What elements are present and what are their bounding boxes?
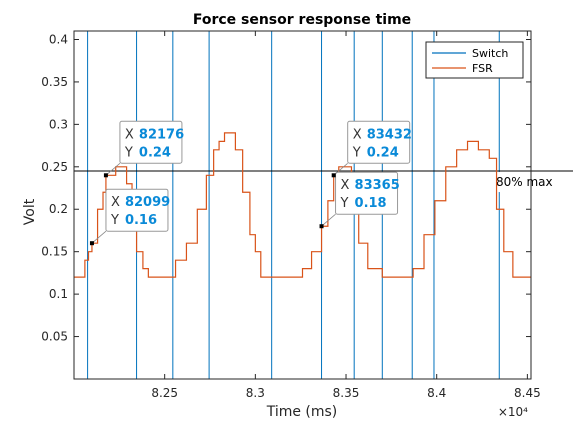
legend-label: FSR bbox=[472, 62, 493, 75]
chart-title: Force sensor response time bbox=[193, 12, 411, 28]
y-tick-label: 0.3 bbox=[49, 117, 68, 131]
datatip-y-key: Y bbox=[124, 145, 133, 160]
datatip-y-value: 0.24 bbox=[367, 145, 399, 160]
datatip-y-key: Y bbox=[352, 145, 361, 160]
datatip-leader bbox=[91, 230, 107, 244]
datatip-leader bbox=[321, 213, 336, 227]
x-tick-label: 8.25 bbox=[151, 386, 178, 400]
datatip-y-value: 0.18 bbox=[355, 196, 387, 211]
datatip-marker[interactable] bbox=[89, 241, 94, 246]
datatip-y-value: 0.24 bbox=[139, 145, 171, 160]
threshold-group: 80% max bbox=[74, 170, 573, 193]
datatip-leader bbox=[333, 162, 348, 176]
y-tick-label: 0.35 bbox=[41, 75, 68, 89]
y-axis-ticks: 0.05 0.1 0.15 0.2 0.25 0.3 0.35 0.4 bbox=[41, 32, 531, 344]
x-axis-label: Time (ms) bbox=[266, 404, 338, 420]
y-tick-label: 0.1 bbox=[49, 287, 68, 301]
datatip-y-key: Y bbox=[340, 196, 349, 211]
datatip-marker[interactable] bbox=[103, 173, 108, 178]
y-tick-label: 0.4 bbox=[49, 32, 68, 46]
x-tick-label: 8.3 bbox=[246, 386, 265, 400]
fsr-series bbox=[74, 132, 531, 278]
legend: Switch FSR bbox=[425, 41, 524, 79]
threshold-label: 80% max bbox=[496, 175, 553, 189]
datatip-leader bbox=[105, 162, 121, 176]
datatip-y-key: Y bbox=[110, 213, 119, 228]
y-tick-label: 0.25 bbox=[41, 160, 68, 174]
x-tick-label: 8.4 bbox=[427, 386, 446, 400]
axes-frame bbox=[73, 30, 532, 380]
datatip-y-value: 0.16 bbox=[125, 213, 157, 228]
y-tick-label: 0.15 bbox=[41, 245, 68, 259]
datatip-marker[interactable] bbox=[319, 224, 324, 229]
datatips: X 82099 Y 0.16 X 82176 Y 0.24 X 83365 Y 0.18 X 83432 Y… bbox=[89, 120, 412, 246]
y-tick-label: 0.2 bbox=[49, 202, 68, 216]
datatip-x-value: 83432 bbox=[367, 127, 412, 142]
datatip-box[interactable] bbox=[119, 120, 183, 164]
legend-label: Switch bbox=[472, 47, 508, 60]
x-axis-ticks: 8.25 8.3 8.35 8.4 8.45 bbox=[151, 31, 541, 400]
datatip-box[interactable] bbox=[105, 188, 169, 232]
datatip-x-key: X bbox=[111, 195, 120, 210]
datatip-x-key: X bbox=[125, 127, 134, 142]
datatip-x-value: 82176 bbox=[139, 127, 184, 142]
y-axis-label: Volt bbox=[22, 198, 38, 225]
y-tick-label: 0.05 bbox=[41, 330, 68, 344]
threshold-label-background bbox=[493, 172, 563, 193]
x-axis-exponent: ×10⁴ bbox=[498, 405, 528, 419]
datatip-x-key: X bbox=[353, 127, 362, 142]
x-tick-label: 8.45 bbox=[514, 386, 541, 400]
fsr-line bbox=[74, 132, 531, 278]
datatip-x-value: 83365 bbox=[355, 178, 400, 193]
x-tick-label: 8.35 bbox=[333, 386, 360, 400]
datatip-x-key: X bbox=[341, 178, 350, 193]
datatip-box[interactable] bbox=[335, 171, 399, 215]
datatip-x-value: 82099 bbox=[125, 195, 170, 210]
legend-box bbox=[425, 41, 524, 79]
axes-box bbox=[73, 30, 532, 380]
datatip-box[interactable] bbox=[347, 120, 411, 164]
datatip-marker[interactable] bbox=[331, 173, 336, 178]
